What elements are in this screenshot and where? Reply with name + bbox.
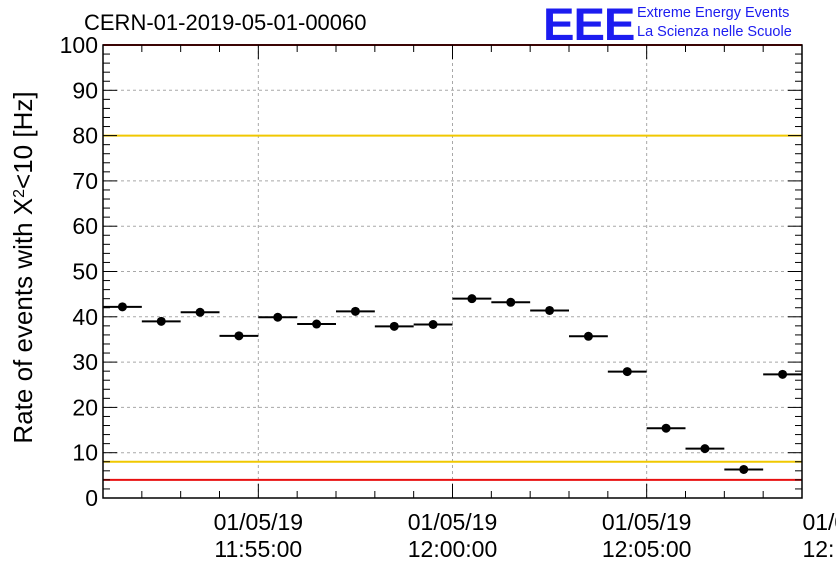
data-point [506,297,516,307]
data-point [467,294,477,304]
x-tick-label-time: 12:10:0 [802,536,836,562]
x-tick-label-time: 12:00:00 [408,536,498,562]
x-tick-label-date: 01/05/19 [214,509,304,535]
data-point [700,444,710,454]
y-tick-label: 80 [72,123,98,149]
logo-line-1: Extreme Energy Events [637,5,790,21]
y-tick-label: 20 [72,394,98,420]
x-tick-label-time: 11:55:00 [214,536,302,562]
data-point [661,423,671,433]
y-axis-label-tail: <10 [Hz] [8,91,38,189]
grid [103,45,802,498]
data-point [428,320,438,330]
axis-ticks [102,44,803,499]
data-point [117,302,127,312]
data-point [273,312,283,322]
data-point [195,307,205,317]
y-tick-label: 100 [60,32,98,58]
y-tick-label: 90 [72,77,98,103]
y-tick-label: 60 [72,213,98,239]
logo-line-2: La Scienza nelle Scuole [637,24,792,40]
y-tick-label: 30 [72,349,98,375]
data-point [350,306,360,316]
data-point [389,321,399,331]
data-point [156,316,166,326]
y-axis-label-main: Rate of events with X [8,198,38,444]
y-tick-label: 10 [72,440,98,466]
chart-title: CERN-01-2019-05-01-00060 [84,10,367,35]
x-tick-label-date: 01/05/19 [408,509,498,535]
x-tick-label-date: 01/05/19 [602,509,692,535]
logo-text: Extreme Energy Events La Scienza nelle S… [637,4,792,42]
data-point [778,369,788,379]
data-series [103,294,802,474]
data-point [622,367,632,377]
data-point [234,331,244,341]
tick-labels: 010203040506070809010001/05/1911:55:0001… [60,32,836,562]
x-tick-label-date: 01/05/1 [802,509,836,535]
data-point [739,464,749,474]
eee-logo: EEE [543,0,635,50]
data-point [583,331,593,341]
y-tick-label: 70 [72,168,98,194]
y-axis-label-sup: 2 [11,189,28,198]
x-tick-label-time: 12:05:00 [602,536,692,562]
y-tick-label: 40 [72,304,98,330]
y-axis-label: Rate of events with X2<10 [Hz] [8,91,38,443]
y-tick-label: 0 [85,485,98,511]
data-point [312,319,322,329]
data-point [545,305,555,315]
y-tick-label: 50 [72,259,98,285]
